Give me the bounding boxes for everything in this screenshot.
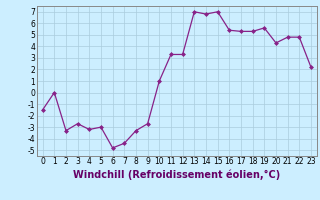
- X-axis label: Windchill (Refroidissement éolien,°C): Windchill (Refroidissement éolien,°C): [73, 169, 280, 180]
